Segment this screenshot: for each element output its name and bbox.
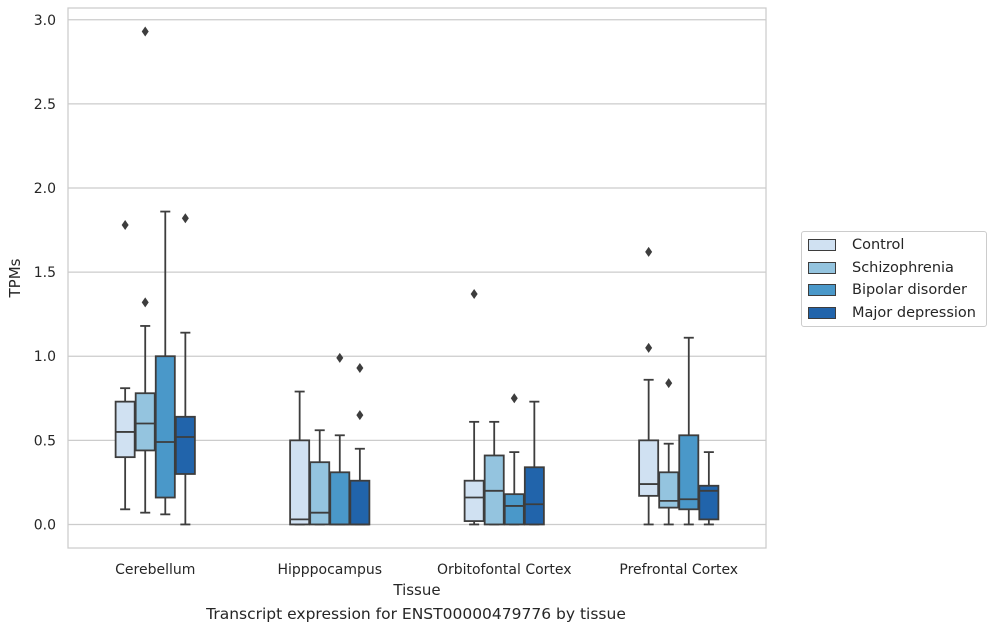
- outlier-point: [470, 288, 478, 299]
- legend: Control Schizophrenia Bipolar disorder Majo…: [801, 231, 987, 327]
- box-body: [463, 479, 485, 522]
- box-body: [523, 466, 545, 526]
- box-bipolar-disorder: [154, 210, 176, 516]
- x-tick-label: Hipppocampus: [277, 562, 382, 578]
- legend-swatch: [808, 284, 836, 296]
- box-bipolar-disorder: [503, 393, 525, 526]
- box-body: [289, 439, 311, 526]
- box-body: [349, 479, 371, 526]
- legend-label: Bipolar disorder: [852, 282, 967, 298]
- box-body: [638, 439, 660, 497]
- box-body: [309, 461, 331, 526]
- box-body: [114, 400, 136, 459]
- box-bipolar-disorder: [329, 352, 351, 526]
- outlier-point: [665, 378, 673, 389]
- legend-label: Major depression: [852, 304, 976, 321]
- outlier-point: [510, 393, 518, 404]
- legend-label: Schizophrenia: [852, 259, 954, 276]
- y-tick-label: 2.0: [34, 181, 56, 197]
- x-tick-labels: Cerebellum Hipppocampus Orbitofontal Corte…: [115, 562, 738, 578]
- box-control: [289, 390, 311, 526]
- legend-item: Bipolar disorder: [808, 280, 967, 300]
- box-control: [638, 246, 660, 526]
- box-major-depression: [349, 363, 371, 526]
- outlier-point: [336, 352, 344, 363]
- outlier-point: [645, 246, 653, 257]
- chart-caption: Transcript expression for ENST0000047977…: [206, 605, 626, 623]
- outlier-point: [141, 26, 149, 37]
- y-tick-label: 1.0: [34, 349, 56, 365]
- legend-item: Control: [808, 235, 904, 255]
- box-schizophrenia: [309, 429, 331, 526]
- legend-swatch: [808, 239, 836, 251]
- box-body: [329, 471, 351, 526]
- plot-area-frame: [67, 7, 767, 549]
- x-axis-label: Tissue: [392, 581, 440, 599]
- x-tick-label: Cerebellum: [115, 562, 195, 578]
- box-body: [698, 484, 720, 521]
- x-tick-label: Prefrontal Cortex: [619, 562, 738, 578]
- y-tick-label: 2.5: [34, 97, 56, 113]
- y-tick-label: 0.0: [34, 517, 56, 533]
- box-bipolar-disorder: [678, 336, 700, 526]
- box-body: [658, 471, 680, 509]
- box-control: [114, 220, 136, 511]
- box-major-depression: [698, 451, 720, 526]
- box-schizophrenia: [134, 26, 156, 514]
- y-tick-label: 0.5: [34, 433, 56, 449]
- box-body: [503, 493, 525, 526]
- outlier-point: [356, 363, 364, 373]
- box-schizophrenia: [483, 420, 505, 526]
- legend-swatch: [808, 306, 836, 319]
- legend-label: Control: [852, 237, 905, 253]
- outlier-point: [181, 213, 189, 224]
- outlier-point: [141, 297, 149, 308]
- outlier-point: [356, 410, 364, 421]
- legend-swatch: [808, 261, 836, 274]
- y-axis-label: TPMs: [6, 258, 24, 298]
- box-body: [174, 415, 196, 475]
- legend-item: Schizophrenia: [808, 258, 954, 278]
- outlier-point: [121, 220, 129, 231]
- box-body: [154, 355, 176, 499]
- y-tick-label: 3.0: [34, 13, 56, 29]
- box-major-depression: [523, 400, 545, 526]
- y-tick-label: 1.5: [34, 265, 56, 281]
- box-major-depression: [174, 213, 196, 526]
- x-tick-label: Orbitofontal Cortex: [437, 562, 572, 578]
- box-control: [463, 288, 485, 526]
- outlier-point: [645, 342, 653, 353]
- boxes: [114, 26, 720, 526]
- box-body: [678, 434, 700, 511]
- y-tick-labels: 0.0 0.5 1.0 1.5 2.0 2.5 3.0: [34, 13, 56, 534]
- box-schizophrenia: [658, 378, 680, 526]
- box-body: [134, 392, 156, 452]
- legend-item: Major depression: [808, 303, 976, 323]
